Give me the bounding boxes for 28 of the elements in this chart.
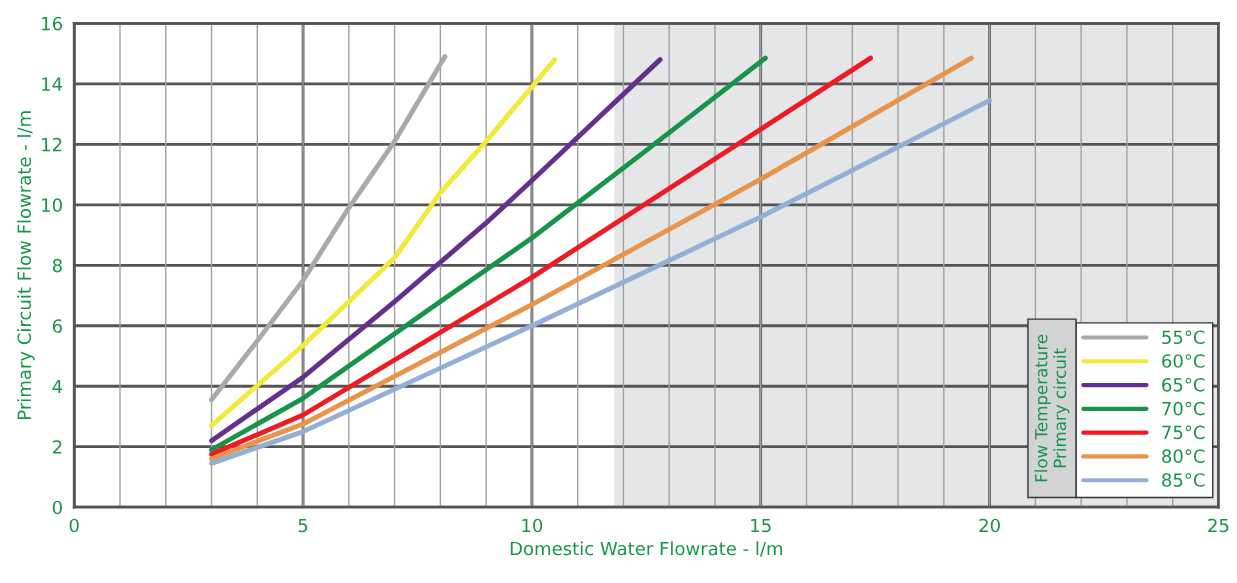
legend-label: 70°C: [1162, 401, 1205, 416]
legend-label: 55°C: [1162, 330, 1205, 345]
x-tick-label: 5: [298, 518, 308, 533]
line-series: [209, 57, 663, 444]
line-series: [209, 57, 558, 428]
y-tick-label: 16: [42, 16, 62, 31]
legend-label: 65°C: [1162, 377, 1205, 392]
line-series: [209, 55, 768, 453]
x-tick-label: 15: [751, 518, 771, 533]
y-tick-label: 2: [52, 440, 62, 454]
y-tick-label: 14: [42, 77, 63, 91]
x-tick-label: 20: [979, 518, 1000, 533]
y-axis-title: Primary Circuit Flow Flowrate - l/m: [17, 111, 35, 419]
legend-label: 80°C: [1162, 449, 1205, 464]
y-tick-label: 6: [52, 319, 62, 333]
legend-label: 75°C: [1162, 425, 1205, 440]
legend-label: 60°C: [1162, 354, 1205, 368]
y-tick-label: 8: [52, 258, 62, 273]
y-tick-label: 4: [52, 379, 63, 394]
legend-title: Flow Temperature Primary circuit: [1034, 334, 1070, 482]
y-tick-label: 12: [42, 137, 62, 152]
x-tick-label: 25: [1208, 518, 1229, 533]
y-tick-label: 0: [52, 500, 62, 515]
x-axis-title: Domestic Water Flowrate - l/m: [510, 541, 783, 557]
legend-label: 85°C: [1162, 473, 1205, 487]
x-tick-label: 10: [522, 518, 543, 533]
y-tick-label: 10: [42, 198, 62, 212]
x-tick-label: 0: [69, 518, 79, 533]
